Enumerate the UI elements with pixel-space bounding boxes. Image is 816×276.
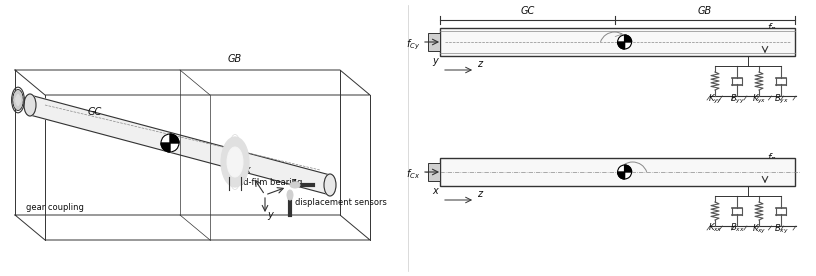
Text: GC: GC	[88, 107, 102, 117]
Circle shape	[618, 165, 632, 179]
Text: $f_{Cy}$: $f_{Cy}$	[406, 38, 420, 52]
Ellipse shape	[15, 92, 17, 95]
Bar	[428, 33, 440, 51]
Text: GB: GB	[228, 54, 242, 64]
Text: $B_{xy}$: $B_{xy}$	[774, 222, 788, 235]
Text: $f_{Cx}$: $f_{Cx}$	[406, 167, 420, 181]
Wedge shape	[161, 143, 170, 152]
Text: $B_{yx}$: $B_{yx}$	[774, 92, 788, 105]
Ellipse shape	[13, 90, 23, 110]
Circle shape	[618, 35, 632, 49]
Ellipse shape	[17, 106, 20, 109]
Bar	[440, 158, 795, 186]
Ellipse shape	[287, 190, 293, 200]
Text: fluid-film bearing: fluid-film bearing	[230, 178, 303, 187]
Text: z: z	[290, 177, 295, 187]
Text: $f_{By}$: $f_{By}$	[767, 22, 781, 36]
Circle shape	[161, 134, 179, 152]
Text: $K_{yy}$: $K_{yy}$	[707, 92, 722, 105]
Ellipse shape	[17, 91, 20, 94]
Ellipse shape	[20, 99, 23, 102]
Ellipse shape	[19, 92, 21, 95]
Ellipse shape	[19, 105, 21, 108]
Wedge shape	[618, 172, 624, 179]
Text: $\theta$: $\theta$	[599, 34, 606, 46]
Text: y: y	[267, 210, 273, 220]
Text: displacement sensors: displacement sensors	[295, 198, 387, 207]
Text: $K_{xy}$: $K_{xy}$	[752, 222, 766, 235]
Ellipse shape	[20, 102, 22, 105]
Bar	[428, 163, 440, 181]
Text: z: z	[477, 189, 482, 199]
Text: $\psi$: $\psi$	[641, 166, 650, 178]
Text: $K_{yx}$: $K_{yx}$	[752, 92, 766, 105]
Ellipse shape	[16, 106, 19, 109]
Text: GC: GC	[521, 6, 534, 16]
Ellipse shape	[290, 182, 300, 188]
Text: GB: GB	[698, 6, 712, 16]
Text: x: x	[244, 165, 250, 175]
Wedge shape	[624, 165, 632, 172]
Ellipse shape	[14, 102, 16, 105]
Ellipse shape	[16, 91, 19, 94]
Text: $B_{xx}$: $B_{xx}$	[730, 222, 744, 235]
Text: G: G	[605, 160, 613, 170]
Bar	[440, 28, 795, 56]
Wedge shape	[618, 42, 624, 49]
Ellipse shape	[15, 105, 17, 108]
Ellipse shape	[221, 137, 249, 187]
Text: $K_{xx}$: $K_{xx}$	[707, 222, 722, 235]
Polygon shape	[30, 95, 330, 195]
Ellipse shape	[20, 95, 22, 98]
Text: y: y	[432, 56, 438, 66]
Text: gear coupling: gear coupling	[26, 203, 84, 212]
Wedge shape	[170, 134, 179, 143]
Text: $f_{Bx}$: $f_{Bx}$	[767, 151, 781, 165]
Ellipse shape	[14, 99, 16, 102]
Ellipse shape	[16, 95, 20, 105]
Ellipse shape	[14, 95, 16, 98]
Wedge shape	[624, 35, 632, 42]
Ellipse shape	[324, 174, 336, 196]
Ellipse shape	[227, 147, 243, 177]
Text: G: G	[605, 30, 613, 40]
Ellipse shape	[24, 94, 36, 116]
Text: z: z	[477, 59, 482, 69]
Text: $B_{yy}$: $B_{yy}$	[730, 92, 744, 105]
Text: x: x	[432, 186, 438, 196]
